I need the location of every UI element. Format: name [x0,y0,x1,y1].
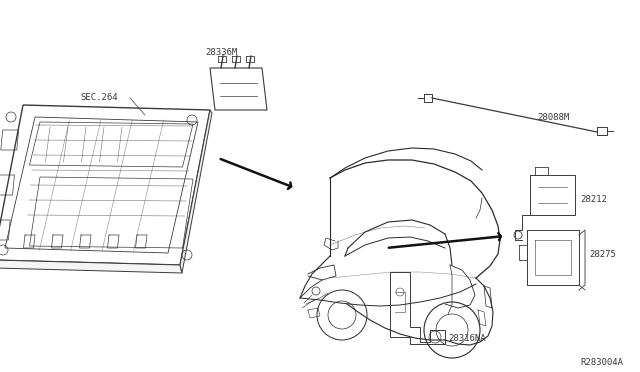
Polygon shape [0,260,182,273]
Text: 28316NA: 28316NA [448,334,486,343]
Text: SEC.264: SEC.264 [80,93,118,102]
Text: 28336M: 28336M [205,48,237,57]
Polygon shape [180,110,212,273]
Text: 28088M: 28088M [537,113,569,122]
Text: 28275: 28275 [589,250,616,259]
Text: R283004A: R283004A [580,358,623,367]
Text: 28212: 28212 [580,195,607,204]
